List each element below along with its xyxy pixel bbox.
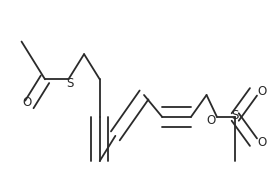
Text: O: O — [257, 85, 267, 98]
Text: O: O — [207, 114, 216, 127]
Text: O: O — [22, 96, 31, 109]
Text: S: S — [66, 78, 73, 90]
Text: O: O — [257, 136, 267, 149]
Text: S: S — [232, 109, 239, 122]
